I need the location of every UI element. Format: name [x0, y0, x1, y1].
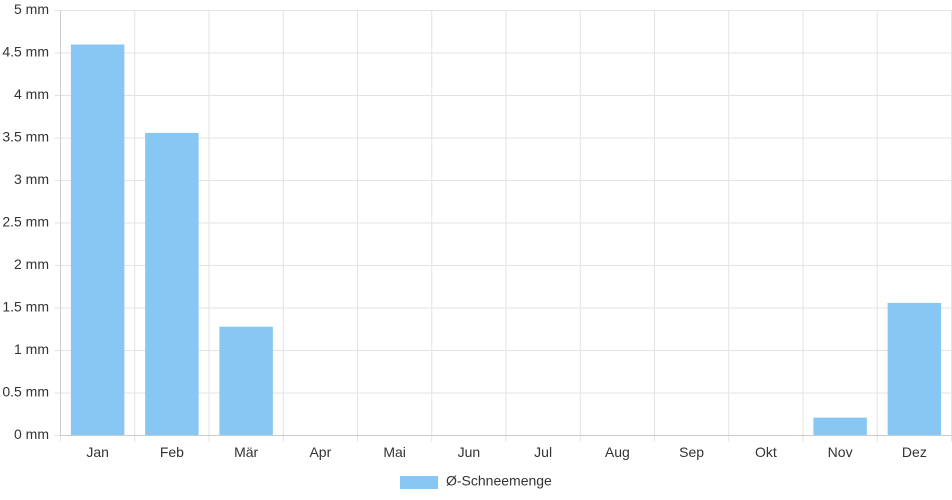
bar: [145, 132, 199, 436]
x-tick-label: Sep: [679, 444, 704, 460]
y-tick-label: 3.5 mm: [2, 129, 49, 145]
x-tick-label: Feb: [160, 444, 184, 460]
bar: [887, 302, 942, 436]
x-tick-label: Jan: [86, 444, 109, 460]
x-tick-label: Aug: [605, 444, 630, 460]
y-tick-label: 4 mm: [14, 86, 49, 102]
x-tick-label: Nov: [828, 444, 853, 460]
x-tick-label: Dez: [902, 444, 927, 460]
x-tick-label: Jun: [458, 444, 481, 460]
y-tick-label: 0.5 mm: [2, 384, 49, 400]
bar: [219, 326, 273, 436]
y-tick-label: 5 mm: [14, 1, 49, 17]
y-tick-label: 4.5 mm: [2, 44, 49, 60]
x-tick-label: Mär: [234, 444, 258, 460]
x-tick-label: Apr: [309, 444, 331, 460]
x-tick-label: Jul: [534, 444, 552, 460]
y-tick-label: 3 mm: [14, 171, 49, 187]
y-tick-label: 0 mm: [14, 426, 49, 442]
y-tick-label: 1 mm: [14, 341, 49, 357]
x-tick-label: Mai: [383, 444, 406, 460]
bar: [813, 417, 867, 436]
legend-label: Ø-Schneemenge: [446, 473, 552, 489]
y-tick-label: 2.5 mm: [2, 214, 49, 230]
y-tick-label: 1.5 mm: [2, 299, 49, 315]
y-tick-label: 2 mm: [14, 256, 49, 272]
legend-swatch: [400, 476, 438, 489]
x-tick-label: Okt: [755, 444, 777, 460]
bar: [70, 44, 125, 436]
